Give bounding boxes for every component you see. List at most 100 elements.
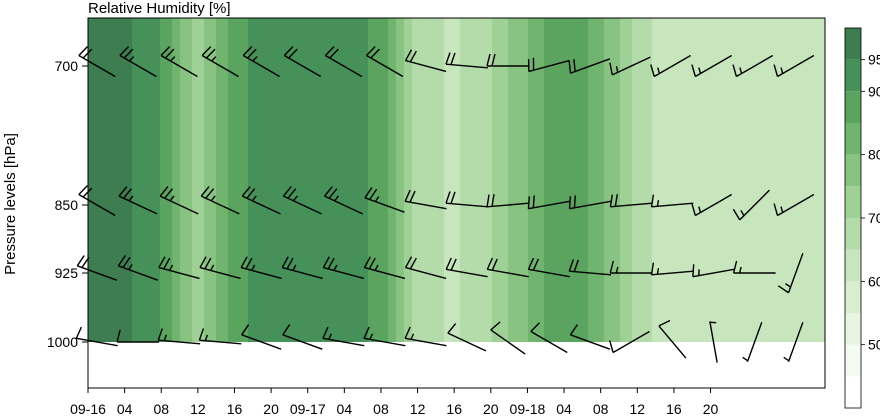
colorbar-tick-label: 50 bbox=[868, 337, 880, 353]
wind-barb bbox=[119, 46, 157, 78]
wind-barb bbox=[363, 326, 406, 347]
colorbar-tick-label: 70 bbox=[868, 210, 880, 226]
wind-barb bbox=[322, 256, 365, 280]
wind-barb bbox=[709, 321, 718, 363]
wind-barb bbox=[118, 186, 158, 215]
x-tick-label: 12 bbox=[190, 401, 206, 417]
chart-title: Relative Humidity [%] bbox=[88, 0, 231, 17]
wind-barb bbox=[732, 54, 774, 78]
wind-barb bbox=[691, 54, 733, 78]
wind-barb bbox=[486, 53, 529, 67]
wind-barb bbox=[200, 186, 240, 215]
wind-barb bbox=[692, 264, 735, 278]
wind-barb bbox=[282, 324, 323, 350]
wind-barb bbox=[568, 195, 612, 210]
x-tick-label: 04 bbox=[337, 401, 353, 417]
colorbar-swatch bbox=[845, 154, 861, 187]
wind-barb bbox=[650, 194, 694, 208]
wind-barb bbox=[650, 262, 694, 276]
x-tick-label: 12 bbox=[410, 401, 426, 417]
wind-barb bbox=[773, 193, 815, 217]
wind-barb bbox=[364, 187, 405, 213]
wind-barb bbox=[157, 328, 201, 345]
wind-barb bbox=[773, 54, 815, 78]
wind-barb bbox=[404, 49, 447, 73]
wind-barb bbox=[116, 329, 160, 343]
wind-barb bbox=[568, 58, 611, 74]
wind-barb bbox=[486, 257, 529, 278]
x-tick-label: 04 bbox=[117, 401, 133, 417]
plot-frame bbox=[87, 17, 826, 389]
colorbar-swatch bbox=[845, 59, 861, 92]
wind-barb bbox=[201, 46, 239, 78]
y-tick-label: 1000 bbox=[47, 334, 78, 350]
wind-barb bbox=[486, 194, 529, 208]
x-tick-label: 09-18 bbox=[510, 401, 546, 417]
wind-barb bbox=[404, 326, 447, 347]
wind-barb bbox=[158, 256, 200, 280]
colorbar-swatch bbox=[845, 218, 861, 250]
wind-barb bbox=[241, 186, 281, 215]
wind-barb bbox=[322, 326, 365, 347]
x-tick-label: 20 bbox=[483, 401, 499, 417]
colorbar: 50 60 70 80 90 95 bbox=[844, 27, 880, 409]
wind-barb bbox=[160, 46, 198, 78]
wind-barb bbox=[324, 46, 363, 78]
wind-barbs bbox=[75, 46, 815, 363]
wind-barb bbox=[240, 256, 282, 280]
axes: 700 850 925 1000 09-16 04 08 12 16 20 09-17 04 08 12 1… bbox=[47, 17, 826, 417]
colorbar-tick-label: 95 bbox=[868, 52, 880, 68]
x-tick-label: 16 bbox=[446, 401, 462, 417]
wind-barb bbox=[609, 260, 653, 274]
x-tick-label: 04 bbox=[556, 401, 572, 417]
wind-barb bbox=[447, 323, 487, 352]
wind-barb bbox=[159, 186, 199, 215]
wind-barb bbox=[732, 260, 776, 274]
colorbar-swatch bbox=[845, 186, 861, 218]
wind-barb bbox=[777, 253, 804, 294]
wind-barb bbox=[241, 324, 282, 350]
wind-barb bbox=[530, 322, 568, 354]
colorbar-swatch bbox=[845, 123, 861, 155]
wind-barb bbox=[198, 328, 242, 345]
x-tick-label: 16 bbox=[666, 401, 682, 417]
wind-barb bbox=[324, 186, 363, 215]
y-axis-label: Pressure levels [hPa] bbox=[2, 133, 19, 275]
wind-barb bbox=[445, 257, 488, 278]
colorbar-swatch bbox=[845, 344, 861, 377]
wind-barb bbox=[527, 257, 570, 278]
y-tick-label: 700 bbox=[55, 58, 79, 74]
wind-barb bbox=[490, 321, 526, 355]
colorbar-swatch bbox=[845, 376, 861, 408]
x-tick-label: 08 bbox=[153, 401, 169, 417]
wind-barb bbox=[404, 189, 447, 210]
colorbar-tick-label: 80 bbox=[868, 147, 880, 163]
colorbar-swatch bbox=[845, 249, 861, 282]
wind-barb bbox=[282, 186, 322, 215]
y-tick-label: 850 bbox=[55, 197, 79, 213]
wind-barb bbox=[527, 195, 570, 210]
wind-barb bbox=[242, 46, 280, 78]
wind-barb bbox=[609, 194, 653, 208]
x-tick-label: 16 bbox=[227, 401, 243, 417]
wind-barb bbox=[445, 52, 488, 69]
wind-barb bbox=[691, 193, 733, 217]
colorbar-swatch bbox=[845, 281, 861, 313]
x-tick-label: 12 bbox=[630, 401, 646, 417]
x-tick-label: 20 bbox=[703, 401, 719, 417]
x-tick-label: 09-17 bbox=[290, 401, 326, 417]
wind-barb bbox=[732, 189, 770, 221]
wind-barb bbox=[117, 255, 159, 281]
y-tick-label: 925 bbox=[55, 265, 79, 281]
colorbar-tick-label: 60 bbox=[868, 273, 880, 289]
wind-barb bbox=[527, 57, 570, 73]
wind-barb bbox=[366, 46, 404, 78]
wind-barb bbox=[569, 324, 611, 350]
rh-contour-field bbox=[88, 18, 825, 342]
wind-barb bbox=[404, 256, 447, 280]
colorbar-swatch bbox=[845, 28, 861, 60]
x-tick-label: 08 bbox=[593, 401, 609, 417]
colorbar-tick-label: 90 bbox=[868, 83, 880, 99]
